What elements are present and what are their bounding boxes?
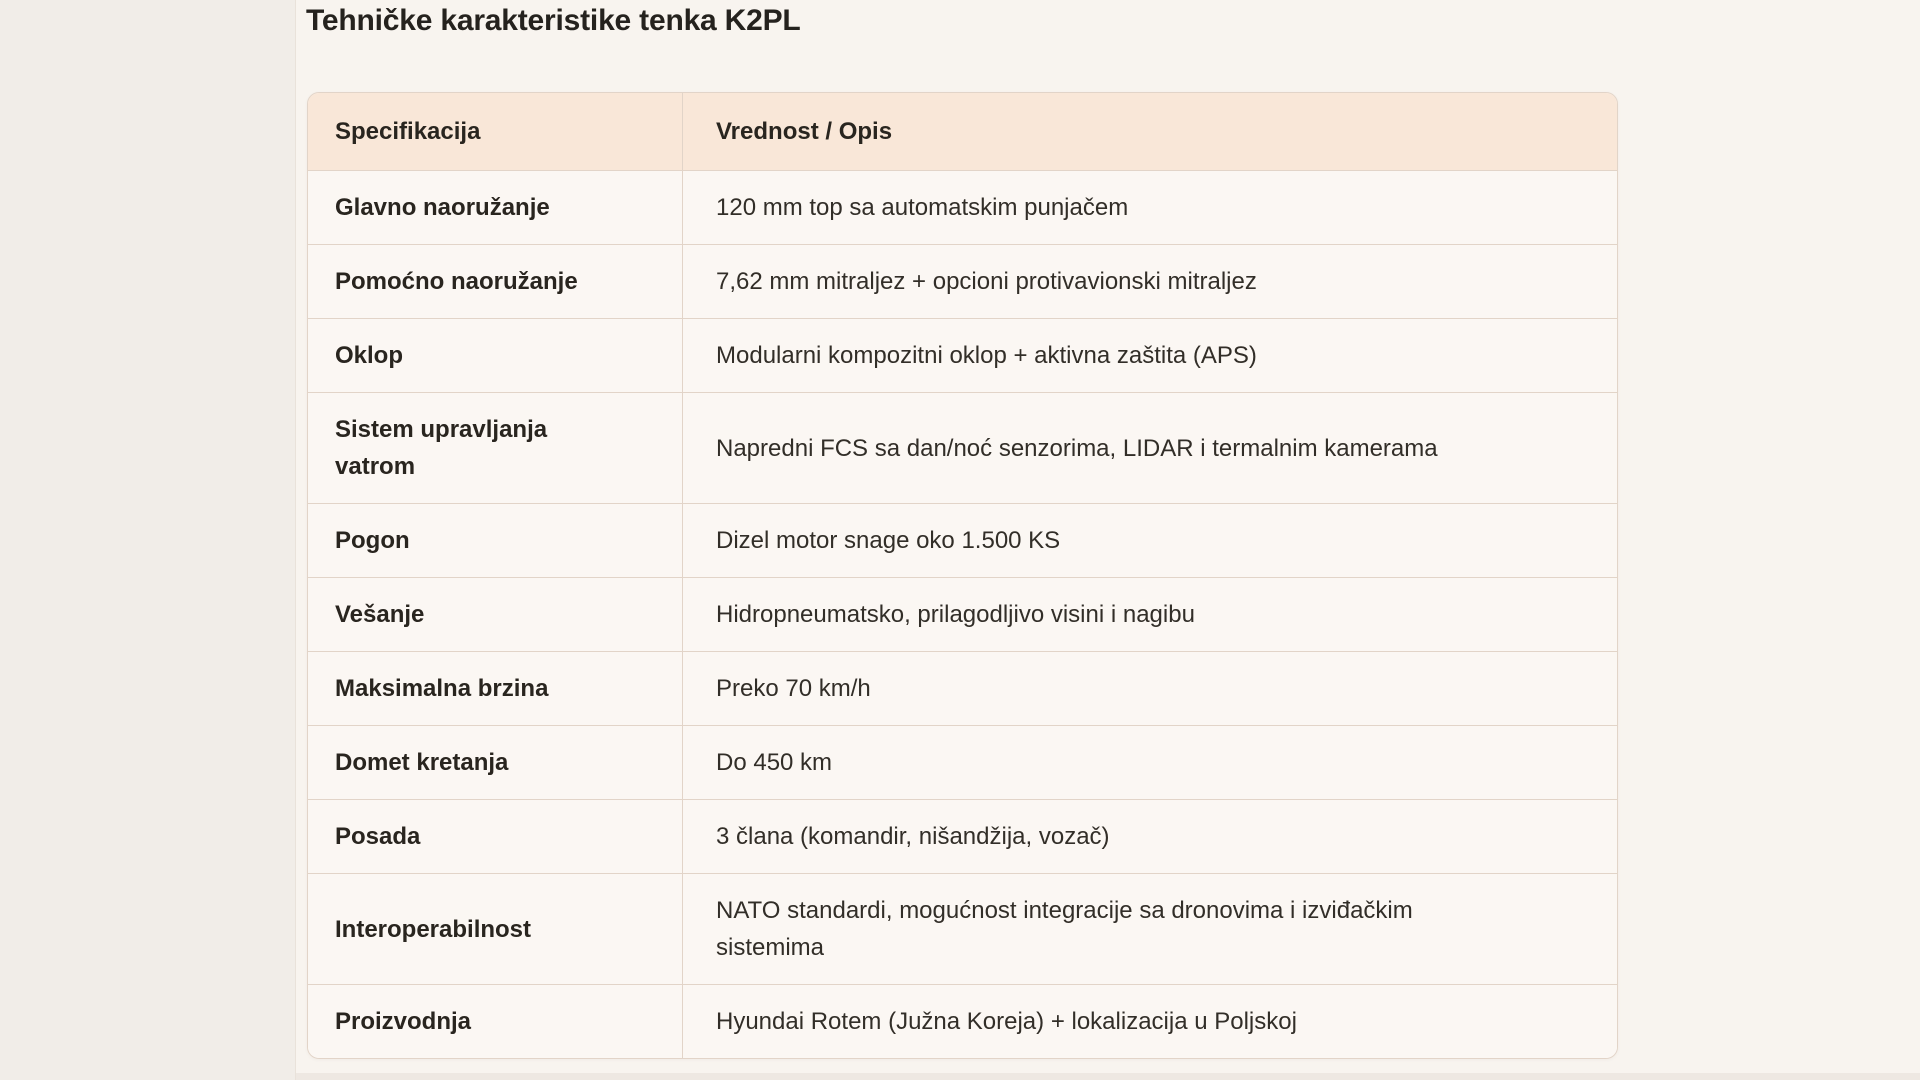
spec-value-cell: Preko 70 km/h [716, 675, 871, 702]
table-row: Domet kretanja Do 450 km [308, 725, 1617, 799]
spec-value-cell: NATO standardi, mogućnost integracije sa… [716, 897, 1413, 961]
spec-label-cell: Domet kretanja [308, 726, 683, 799]
spec-value-cell: Modularni kompozitni oklop + aktivna zaš… [716, 342, 1257, 369]
table-row: Interoperabilnost NATO standardi, mogućn… [308, 873, 1617, 984]
panel-bottom-edge [296, 1073, 1920, 1080]
spec-value-cell: 7,62 mm mitraljez + opcioni protivavions… [716, 268, 1257, 295]
spec-label-cell: Pogon [308, 504, 683, 577]
table-row: Pomoćno naoružanje 7,62 mm mitraljez + o… [308, 244, 1617, 318]
spec-label-cell: Vešanje [308, 578, 683, 651]
table-row: Pogon Dizel motor snage oko 1.500 KS [308, 503, 1617, 577]
spec-label-cell: Glavno naoružanje [308, 171, 683, 244]
spec-value-cell: 3 člana (komandir, nišandžija, vozač) [716, 823, 1110, 850]
spec-label-cell: Oklop [308, 319, 683, 392]
content-panel: Tehničke karakteristike tenka K2PL Speci… [295, 0, 1920, 1080]
table-row: Sistem upravljanja vatrom Napredni FCS s… [308, 392, 1617, 503]
spec-label-cell: Pomoćno naoružanje [308, 245, 683, 318]
spec-label-cell: Maksimalna brzina [308, 652, 683, 725]
spec-label-cell: Proizvodnja [308, 985, 683, 1058]
table-row: Proizvodnja Hyundai Rotem (Južna Koreja)… [308, 984, 1617, 1058]
column-header-vrednost-opis: Vrednost / Opis [716, 118, 893, 145]
spec-label-cell: Posada [308, 800, 683, 873]
spec-label-cell: Interoperabilnost [308, 874, 683, 984]
table-row: Glavno naoružanje 120 mm top sa automats… [308, 170, 1617, 244]
table-row: Vešanje Hidropneumatsko, prilagodljivo v… [308, 577, 1617, 651]
table-row: Maksimalna brzina Preko 70 km/h [308, 651, 1617, 725]
table-header-row: Specifikacija Vrednost / Opis [308, 93, 1617, 170]
spec-label-cell: Sistem upravljanja vatrom [308, 393, 683, 503]
spec-value-cell: Hidropneumatsko, prilagodljivo visini i … [716, 601, 1195, 628]
specs-table: Specifikacija Vrednost / Opis Glavno nao… [307, 92, 1618, 1059]
column-header-specifikacija: Specifikacija [308, 93, 683, 170]
table-row: Oklop Modularni kompozitni oklop + aktiv… [308, 318, 1617, 392]
spec-value-cell: Do 450 km [716, 749, 833, 776]
spec-value-cell: Hyundai Rotem (Južna Koreja) + lokalizac… [716, 1008, 1297, 1035]
page-title: Tehničke karakteristike tenka K2PL [306, 4, 801, 37]
spec-value-cell: 120 mm top sa automatskim punjačem [716, 194, 1129, 221]
table-row: Posada 3 člana (komandir, nišandžija, vo… [308, 799, 1617, 873]
spec-value-cell: Napredni FCS sa dan/noć senzorima, LIDAR… [716, 434, 1438, 462]
spec-value-cell: Dizel motor snage oko 1.500 KS [716, 527, 1061, 554]
